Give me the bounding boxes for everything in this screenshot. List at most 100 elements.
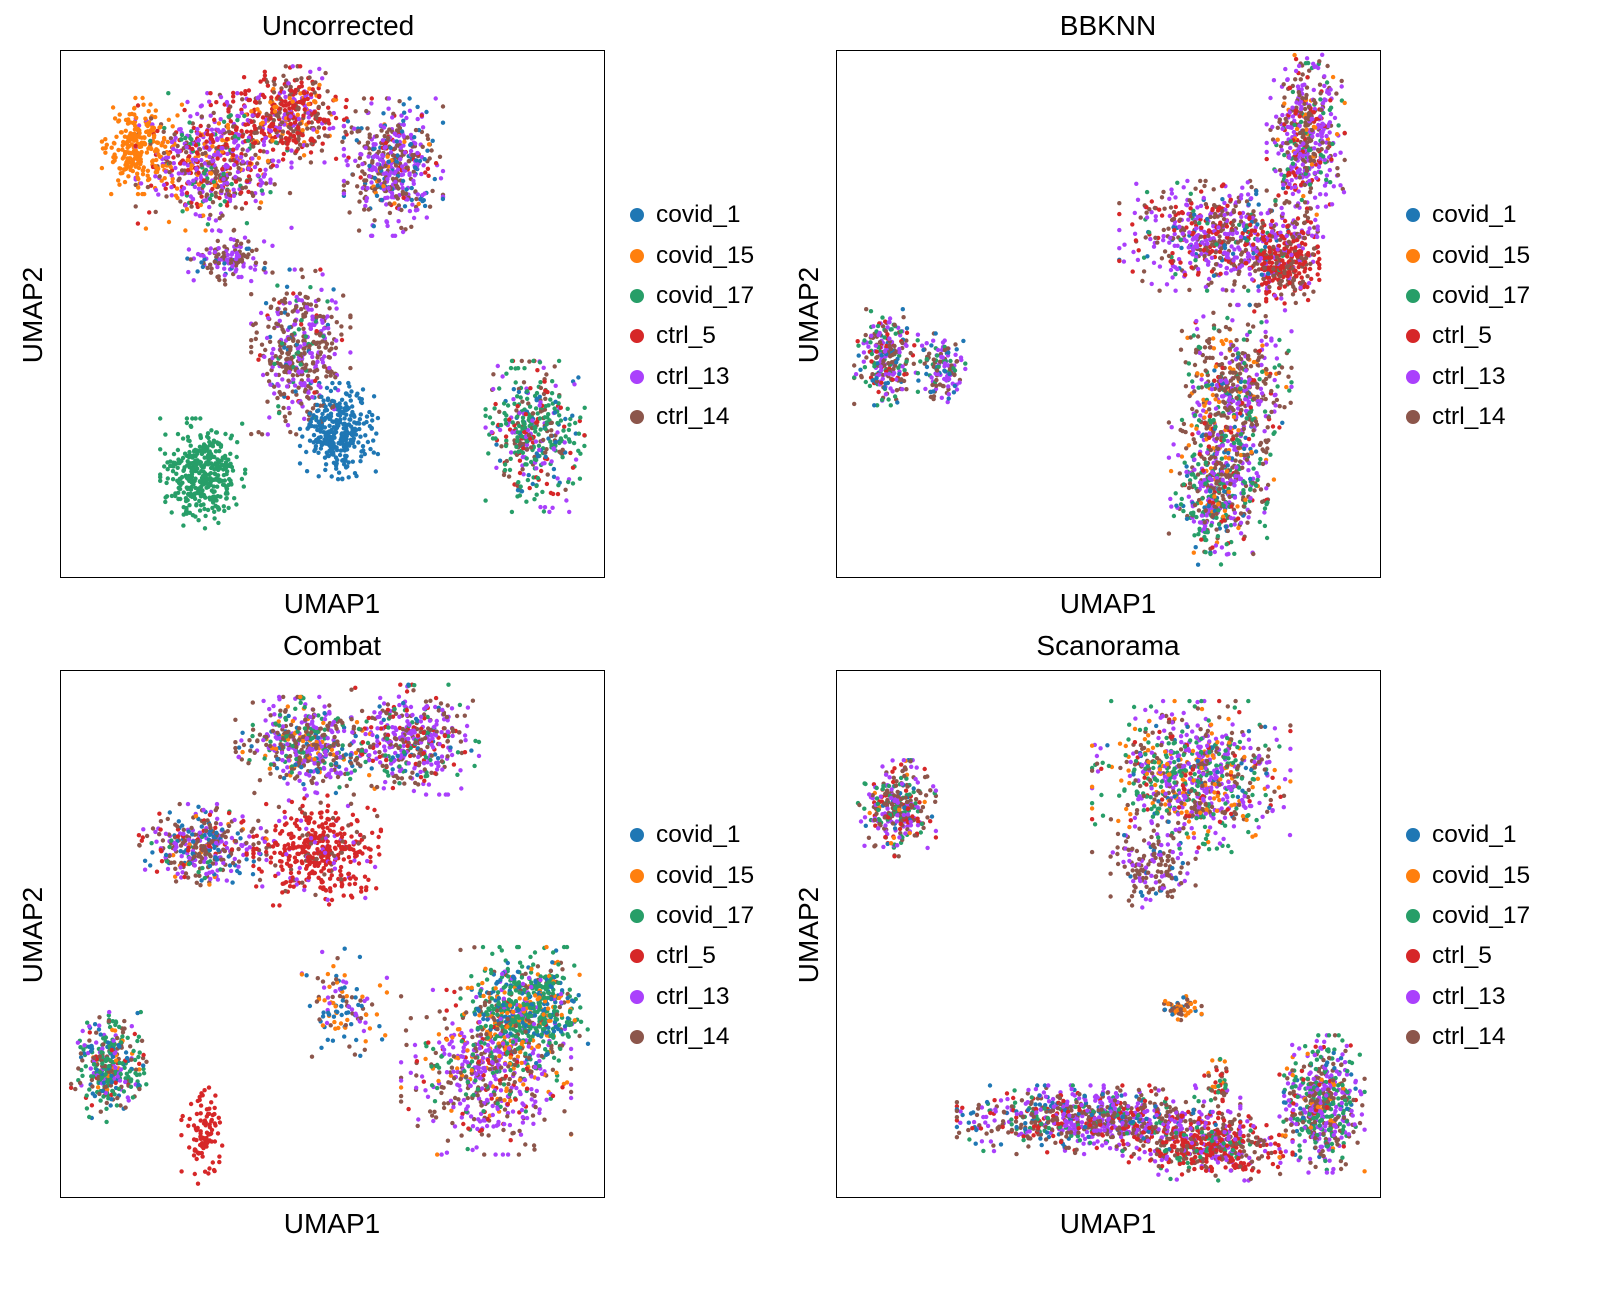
data-point-covid-15 (174, 186, 180, 191)
data-point-ctrl-13 (287, 370, 292, 375)
data-point-ctrl-14 (1235, 363, 1240, 368)
data-point-covid-17 (226, 114, 231, 119)
data-point-ctrl-14 (1317, 59, 1322, 64)
data-point-covid-15 (295, 112, 300, 117)
data-point-covid-1 (352, 420, 357, 425)
data-point-ctrl-14 (1222, 400, 1228, 406)
data-point-covid-17 (1216, 508, 1221, 513)
data-point-covid-17 (582, 405, 587, 410)
data-point-covid-17 (193, 476, 198, 481)
data-point-ctrl-13 (1132, 231, 1138, 236)
data-point-covid-17 (205, 434, 210, 439)
data-point-covid-15 (112, 116, 118, 121)
data-point-ctrl-5 (252, 140, 258, 146)
data-point-ctrl-14 (1159, 256, 1165, 261)
data-point-covid-15 (135, 171, 140, 176)
data-point-ctrl-14 (286, 378, 291, 383)
data-point-covid-17 (852, 375, 857, 380)
legend-item-covid-17: covid_17 (630, 276, 754, 316)
data-point-covid-1 (323, 404, 328, 409)
data-point-covid-17 (170, 477, 176, 482)
data-point-ctrl-13 (1197, 350, 1202, 356)
data-point-ctrl-13 (297, 356, 302, 362)
data-point-covid-15 (136, 160, 141, 165)
data-point-ctrl-5 (1277, 425, 1282, 430)
data-point-covid-1 (494, 442, 499, 447)
data-point-covid-15 (154, 169, 160, 175)
data-point-ctrl-13 (289, 148, 294, 153)
data-point-ctrl-13 (289, 225, 294, 230)
data-point-covid-15 (149, 146, 154, 152)
data-point-ctrl-14 (501, 472, 507, 478)
data-point-covid-17 (273, 140, 279, 145)
data-point-covid-15 (392, 201, 397, 206)
data-point-ctrl-13 (1254, 471, 1259, 476)
data-point-ctrl-5 (287, 106, 292, 111)
data-point-ctrl-5 (193, 143, 199, 148)
data-point-ctrl-13 (345, 163, 350, 168)
data-point-ctrl-13 (396, 133, 402, 139)
data-point-ctrl-14 (323, 133, 328, 138)
data-point-ctrl-14 (301, 326, 306, 331)
data-point-covid-17 (504, 371, 509, 376)
data-point-ctrl-13 (497, 427, 503, 433)
data-point-ctrl-13 (285, 423, 291, 428)
data-point-ctrl-14 (363, 178, 369, 183)
data-point-ctrl-5 (299, 84, 304, 89)
data-point-ctrl-14 (356, 163, 361, 169)
data-point-ctrl-13 (316, 383, 321, 388)
data-point-covid-17 (218, 494, 223, 499)
data-point-ctrl-13 (195, 126, 200, 132)
data-point-ctrl-13 (317, 66, 322, 72)
data-point-ctrl-14 (543, 450, 548, 455)
data-point-covid-17 (1179, 417, 1185, 423)
data-point-covid-17 (516, 480, 521, 485)
data-point-covid-15 (249, 109, 254, 114)
data-point-ctrl-5 (1283, 190, 1288, 195)
legend-label: ctrl_14 (656, 403, 730, 431)
data-point-covid-17 (577, 476, 583, 481)
data-point-ctrl-14 (396, 123, 401, 128)
data-point-ctrl-13 (389, 190, 395, 196)
data-point-covid-17 (276, 410, 282, 416)
data-point-ctrl-14 (1307, 68, 1312, 73)
data-point-ctrl-13 (344, 158, 349, 163)
data-point-ctrl-14 (268, 305, 273, 310)
data-point-ctrl-13 (308, 350, 313, 356)
data-point-covid-15 (143, 226, 149, 231)
data-point-ctrl-5 (272, 76, 277, 81)
data-point-ctrl-14 (267, 359, 273, 364)
data-point-covid-15 (110, 159, 116, 165)
data-point-covid-1 (341, 422, 346, 427)
data-point-covid-1 (372, 175, 377, 181)
data-point-covid-1 (287, 267, 292, 272)
data-point-ctrl-5 (313, 378, 318, 383)
data-point-ctrl-14 (322, 364, 327, 369)
data-point-ctrl-14 (341, 293, 346, 298)
data-point-ctrl-13 (1320, 100, 1326, 106)
data-point-covid-17 (1186, 361, 1192, 366)
data-point-ctrl-13 (1186, 494, 1191, 499)
data-point-ctrl-13 (438, 176, 444, 181)
data-point-covid-1 (1193, 545, 1198, 550)
data-point-ctrl-14 (161, 129, 166, 134)
data-point-ctrl-14 (1192, 389, 1197, 394)
data-point-covid-17 (179, 132, 185, 138)
data-point-covid-17 (502, 462, 508, 467)
data-point-covid-15 (140, 95, 145, 101)
data-point-covid-17 (557, 394, 562, 399)
data-point-ctrl-13 (169, 185, 174, 190)
data-point-ctrl-13 (1220, 287, 1225, 292)
data-point-covid-17 (272, 361, 277, 367)
data-point-ctrl-14 (284, 291, 289, 296)
data-point-covid-1 (332, 435, 337, 440)
data-point-ctrl-5 (301, 113, 306, 118)
data-point-ctrl-14 (1277, 119, 1282, 125)
data-point-covid-17 (187, 503, 192, 508)
data-point-covid-17 (193, 514, 198, 519)
data-point-ctrl-14 (374, 134, 379, 139)
data-point-ctrl-13 (274, 163, 280, 169)
data-point-covid-17 (187, 453, 193, 458)
data-point-ctrl-13 (230, 264, 235, 269)
data-point-covid-15 (135, 128, 141, 133)
